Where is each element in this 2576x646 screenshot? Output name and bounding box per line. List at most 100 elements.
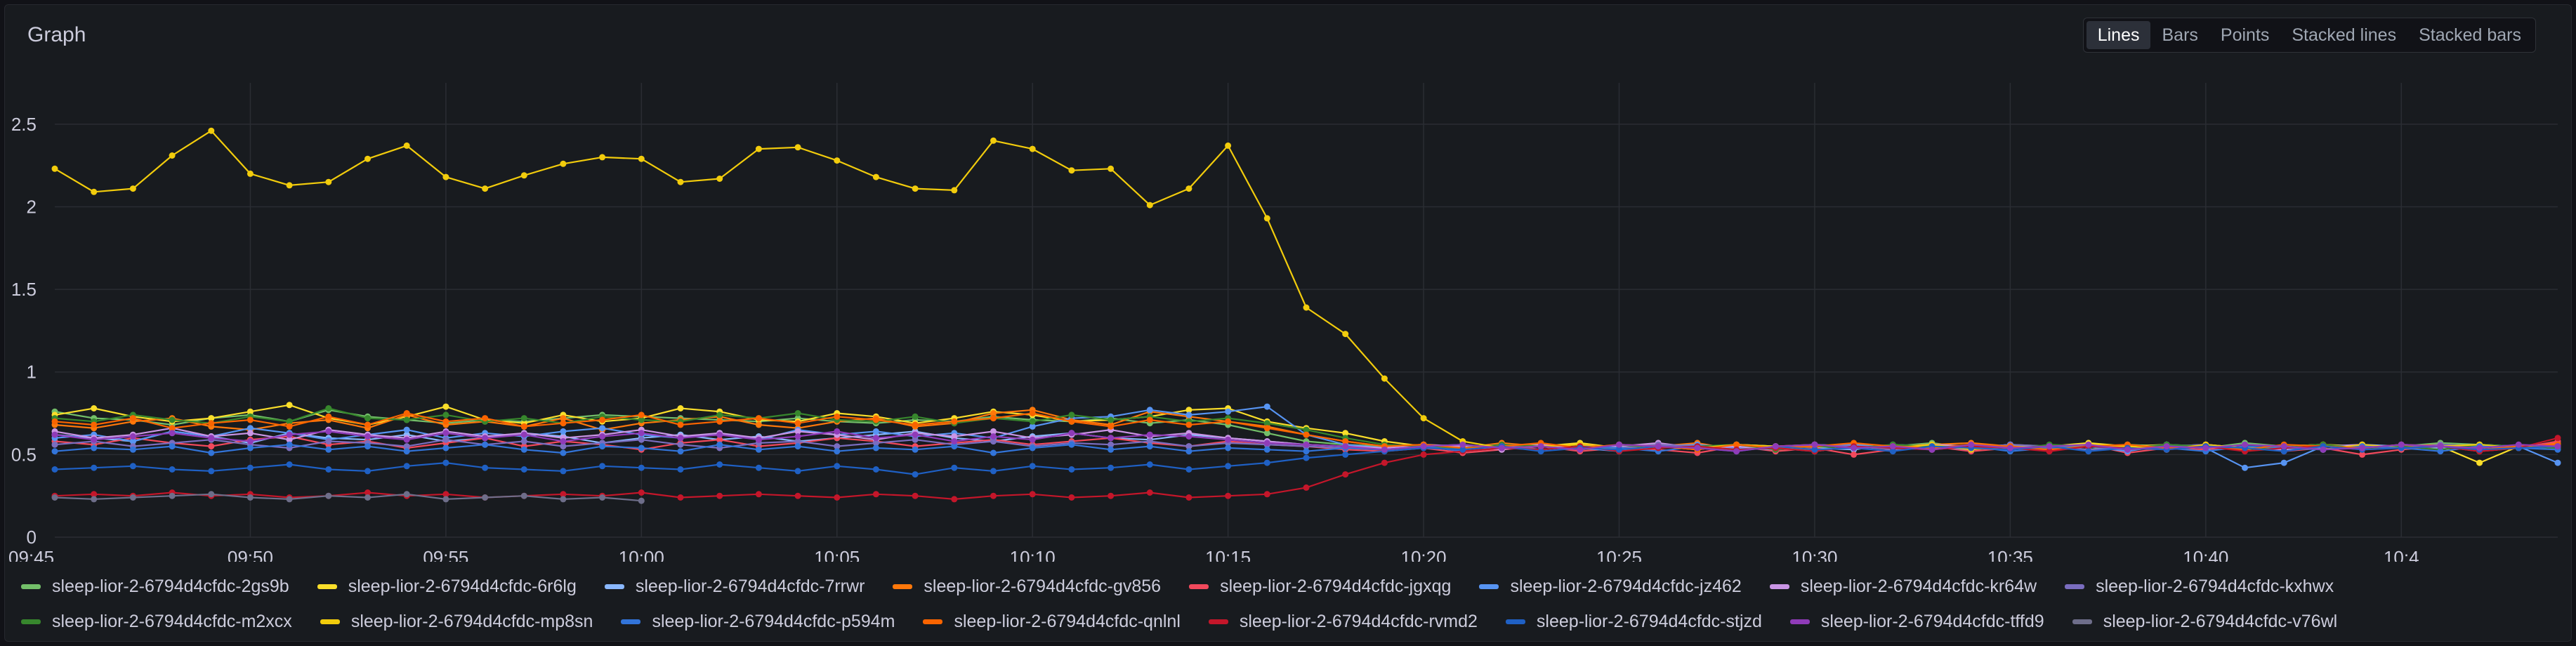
data-point bbox=[442, 444, 449, 451]
viz-type-bars-button[interactable]: Bars bbox=[2150, 21, 2209, 49]
data-point bbox=[169, 425, 176, 432]
legend-label: sleep-lior-2-6794d4cfdc-mp8sn bbox=[350, 611, 593, 631]
data-point bbox=[1263, 446, 1270, 453]
legend-item[interactable]: sleep-lior-2-6794d4cfdc-mp8sn bbox=[320, 609, 593, 633]
data-point bbox=[1889, 443, 1896, 450]
data-point bbox=[990, 137, 997, 144]
data-point bbox=[1889, 448, 1896, 455]
viz-type-stacked-bars-button[interactable]: Stacked bars bbox=[2407, 21, 2532, 49]
data-point bbox=[1108, 492, 1115, 499]
legend-label: sleep-lior-2-6794d4cfdc-kr64w bbox=[1800, 576, 2037, 596]
legend-item[interactable]: sleep-lior-2-6794d4cfdc-m2xcx bbox=[21, 609, 292, 633]
legend-item[interactable]: sleep-lior-2-6794d4cfdc-6r6lg bbox=[317, 574, 577, 598]
data-point bbox=[951, 418, 958, 425]
data-point bbox=[638, 416, 645, 423]
data-point bbox=[286, 402, 293, 409]
legend-item[interactable]: sleep-lior-2-6794d4cfdc-v76wl bbox=[2072, 609, 2338, 633]
legend-item[interactable]: sleep-lior-2-6794d4cfdc-kr64w bbox=[1769, 574, 2037, 598]
data-point bbox=[1146, 407, 1153, 414]
legend-swatch-icon bbox=[1208, 619, 1228, 624]
legend-item[interactable]: sleep-lior-2-6794d4cfdc-tffd9 bbox=[1789, 609, 2044, 633]
data-point bbox=[403, 416, 410, 423]
data-point bbox=[208, 443, 215, 450]
legend-swatch-icon bbox=[1189, 584, 1209, 589]
data-point bbox=[1029, 418, 1036, 425]
data-point bbox=[2476, 444, 2483, 451]
data-point bbox=[951, 464, 958, 471]
legend-item[interactable]: sleep-lior-2-6794d4cfdc-kxhwx bbox=[2065, 574, 2334, 598]
data-point bbox=[364, 415, 371, 422]
data-point bbox=[1303, 454, 1310, 461]
legend-item[interactable]: sleep-lior-2-6794d4cfdc-qnlnl bbox=[923, 609, 1181, 633]
data-point bbox=[442, 418, 449, 425]
data-point bbox=[638, 436, 645, 443]
data-point bbox=[325, 405, 332, 411]
data-point bbox=[638, 497, 645, 504]
data-point bbox=[1263, 215, 1270, 222]
legend-label: sleep-lior-2-6794d4cfdc-v76wl bbox=[2103, 611, 2338, 631]
data-point bbox=[834, 463, 841, 470]
x-tick-label: 10:40 bbox=[2183, 547, 2228, 562]
data-point bbox=[325, 428, 332, 435]
data-point bbox=[51, 448, 58, 455]
data-point bbox=[1146, 443, 1153, 450]
legend-item[interactable]: sleep-lior-2-6794d4cfdc-2gs9b bbox=[21, 574, 289, 598]
data-point bbox=[1068, 411, 1075, 418]
data-point bbox=[520, 423, 527, 430]
data-point bbox=[1108, 435, 1115, 442]
series-sleep-lior-2-6794d4cfdc-mp8sn bbox=[51, 127, 2561, 455]
data-point bbox=[1733, 441, 1740, 448]
data-point bbox=[599, 494, 606, 501]
y-tick-label: 0 bbox=[27, 527, 37, 548]
data-point bbox=[677, 441, 684, 448]
legend-item[interactable]: sleep-lior-2-6794d4cfdc-gv856 bbox=[893, 574, 1161, 598]
data-point bbox=[560, 449, 567, 456]
data-point bbox=[1068, 466, 1075, 473]
data-point bbox=[1146, 438, 1153, 444]
data-point bbox=[442, 173, 449, 180]
data-point bbox=[247, 438, 254, 444]
legend-item[interactable]: sleep-lior-2-6794d4cfdc-p594m bbox=[621, 609, 895, 633]
legend-item[interactable]: sleep-lior-2-6794d4cfdc-stjzd bbox=[1505, 609, 1762, 633]
legend-swatch-icon bbox=[923, 619, 943, 624]
legend-item[interactable]: sleep-lior-2-6794d4cfdc-7rrwr bbox=[604, 574, 865, 598]
data-point bbox=[1459, 446, 1466, 453]
data-point bbox=[834, 413, 841, 420]
graph-panel: Graph Lines Bars Points Stacked lines Stacke… bbox=[4, 4, 2572, 642]
viz-type-stacked-lines-button[interactable]: Stacked lines bbox=[2280, 21, 2407, 49]
data-point bbox=[1342, 451, 1349, 458]
viz-type-lines-button[interactable]: Lines bbox=[2086, 21, 2151, 49]
data-point bbox=[912, 446, 919, 453]
legend-item[interactable]: sleep-lior-2-6794d4cfdc-rvmd2 bbox=[1208, 609, 1478, 633]
legend-item[interactable]: sleep-lior-2-6794d4cfdc-jgxqg bbox=[1189, 574, 1451, 598]
data-point bbox=[951, 187, 958, 194]
data-point bbox=[755, 421, 762, 428]
data-point bbox=[1303, 304, 1310, 311]
data-point bbox=[872, 440, 879, 447]
data-point bbox=[716, 441, 723, 448]
data-point bbox=[325, 446, 332, 453]
data-point bbox=[442, 436, 449, 443]
series-line bbox=[54, 493, 642, 502]
x-tick-label: 09:50 bbox=[228, 547, 273, 562]
data-point bbox=[482, 494, 489, 501]
data-point bbox=[716, 436, 723, 443]
legend-swatch-icon bbox=[1505, 619, 1525, 624]
x-tick-label: 09:45 bbox=[8, 547, 54, 562]
legend-item[interactable]: sleep-lior-2-6794d4cfdc-jz462 bbox=[1479, 574, 1742, 598]
viz-type-points-button[interactable]: Points bbox=[2209, 21, 2280, 49]
data-point bbox=[677, 421, 684, 428]
data-point bbox=[638, 444, 645, 451]
data-point bbox=[91, 464, 98, 471]
data-point bbox=[794, 410, 801, 416]
data-point bbox=[872, 428, 879, 435]
data-point bbox=[129, 446, 136, 453]
x-tick-label: 10:35 bbox=[1987, 547, 2033, 562]
data-point bbox=[364, 468, 371, 475]
data-point bbox=[1263, 440, 1270, 447]
data-point bbox=[286, 496, 293, 503]
legend-swatch-icon bbox=[2072, 619, 2092, 624]
data-point bbox=[1498, 444, 1505, 451]
data-point bbox=[286, 423, 293, 430]
data-point bbox=[2320, 446, 2327, 453]
